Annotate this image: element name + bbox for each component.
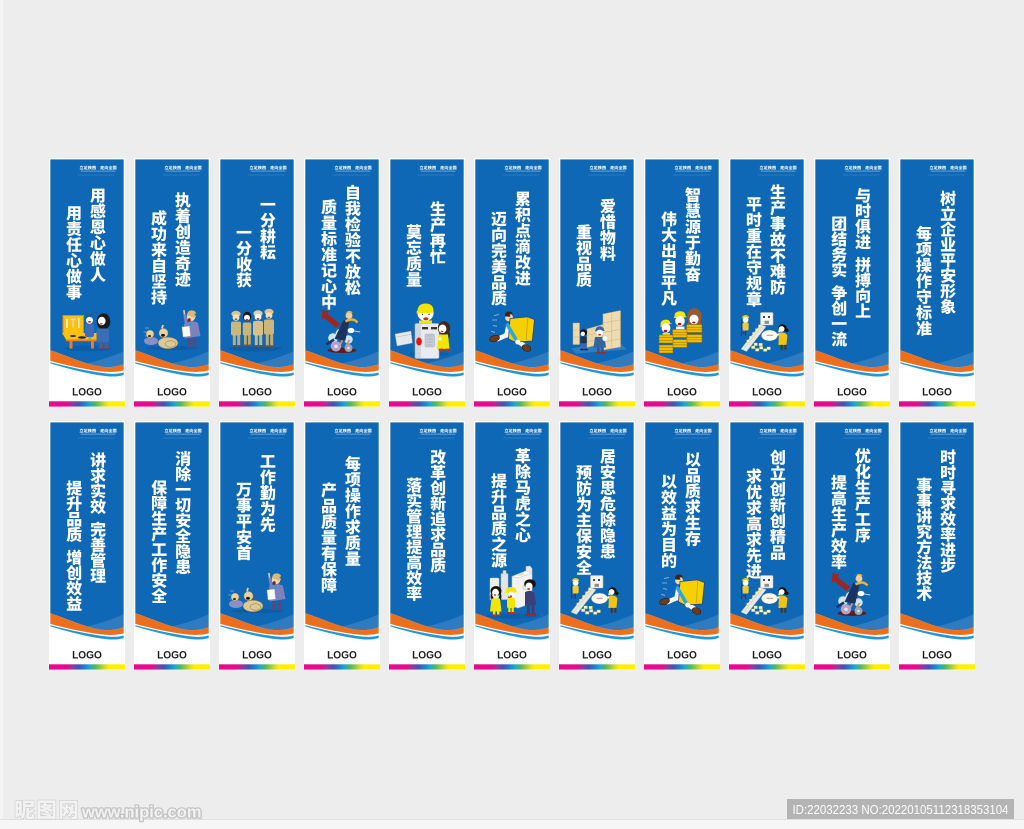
svg-text:LOGO: LOGO [242,650,272,662]
svg-text:LOGO: LOGO [327,387,357,399]
svg-text:LOGO: LOGO [837,650,867,662]
svg-text:LOGO: LOGO [922,650,952,662]
svg-text:LOGO: LOGO [412,650,442,662]
svg-text:LOGO: LOGO [582,650,612,662]
svg-text:LOGO: LOGO [922,387,952,399]
svg-text:LOGO: LOGO [752,650,782,662]
svg-text:LOGO: LOGO [327,650,357,662]
svg-text:LOGO: LOGO [667,387,697,399]
svg-text:LOGO: LOGO [497,387,527,399]
svg-text:LOGO: LOGO [497,650,527,662]
svg-text:LOGO: LOGO [412,387,442,399]
svg-text:LOGO: LOGO [752,387,782,399]
svg-text:www.nipic.com: www.nipic.com [81,804,202,822]
svg-text:LOGO: LOGO [157,387,187,399]
svg-text:LOGO: LOGO [837,387,867,399]
svg-text:ID:22032233 NO:202201051123183: ID:22032233 NO:20220105112318353104 [793,802,1009,817]
svg-text:LOGO: LOGO [157,650,187,662]
svg-text:LOGO: LOGO [72,650,102,662]
svg-text:LOGO: LOGO [242,387,272,399]
svg-text:LOGO: LOGO [667,650,697,662]
svg-text:LOGO: LOGO [72,387,102,399]
svg-text:LOGO: LOGO [582,387,612,399]
